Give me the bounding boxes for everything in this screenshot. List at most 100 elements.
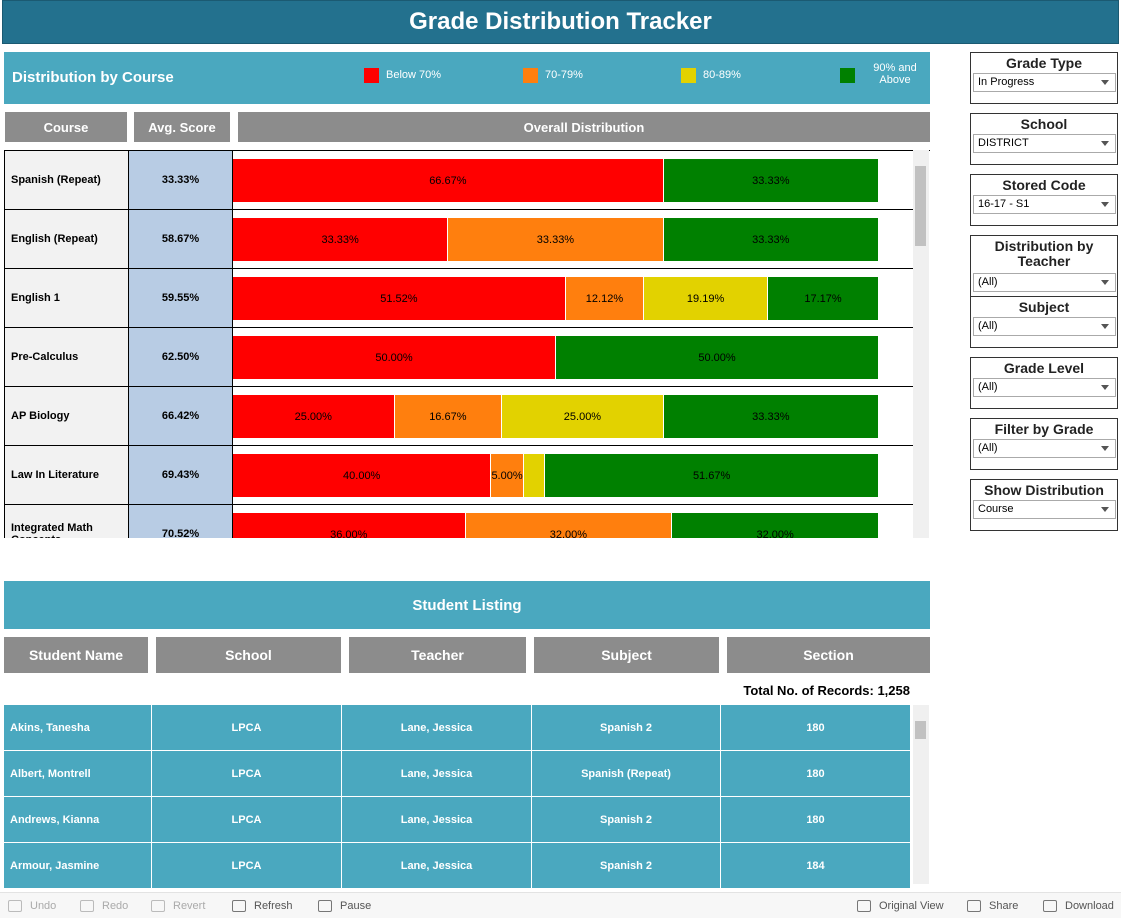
table-cell[interactable]: 184 xyxy=(721,843,911,889)
bar-segment[interactable]: 16.67% xyxy=(394,395,503,438)
bar-label: 33.33% xyxy=(321,233,359,246)
table-cell[interactable]: Armour, Jasmine xyxy=(4,843,152,889)
scrollbar xyxy=(913,150,929,538)
bar-segment[interactable]: 36.00% xyxy=(233,513,466,538)
column-header: Subject xyxy=(534,637,719,673)
toolbar-label: Original View xyxy=(879,900,944,912)
table-cell[interactable]: 180 xyxy=(721,797,911,843)
avg-score-cell: 70.52% xyxy=(129,505,233,538)
bar-segment[interactable]: 19.19% xyxy=(644,277,769,320)
bar-segment[interactable]: 17.17% xyxy=(768,277,879,320)
bar-segment[interactable]: 51.67% xyxy=(545,454,879,497)
toolbar-button[interactable]: Refresh xyxy=(232,897,293,915)
table-cell[interactable]: Andrews, Kianna xyxy=(4,797,152,843)
table-cell[interactable]: Spanish 2 xyxy=(532,705,721,751)
row-line xyxy=(233,327,913,328)
bar-label: 17.17% xyxy=(804,292,842,305)
toolbar-icon xyxy=(8,900,22,912)
bar-segment[interactable]: 40.00% xyxy=(233,454,492,497)
legend-label: 80-89% xyxy=(703,69,741,81)
table-cell[interactable]: Spanish 2 xyxy=(532,843,721,889)
toolbar-button[interactable]: Download xyxy=(1043,897,1114,915)
bar-segment[interactable]: 25.00% xyxy=(233,395,395,438)
table-cell[interactable]: Lane, Jessica xyxy=(342,751,532,797)
toolbar: Undo Redo Revert Refresh Pause Original View S… xyxy=(0,892,1121,918)
distribution-header: Distribution by Course xyxy=(4,52,930,104)
dropdown-arrow xyxy=(1101,141,1109,146)
toolbar-button[interactable]: Original View xyxy=(857,897,944,915)
dropdown-arrow xyxy=(1101,80,1109,85)
dropdown[interactable]: Course xyxy=(973,500,1116,519)
table-cell[interactable]: LPCA xyxy=(152,843,342,889)
scroll-thumb[interactable] xyxy=(915,166,926,246)
scroll-thumb[interactable] xyxy=(915,721,926,739)
dropdown-arrow xyxy=(1101,507,1109,512)
toolbar-button[interactable]: Pause xyxy=(318,897,371,915)
toolbar-label: Share xyxy=(989,900,1019,912)
bar-segment[interactable]: 66.67% xyxy=(233,159,664,202)
filter-label: Grade Level xyxy=(1003,360,1085,376)
table-cell[interactable]: LPCA xyxy=(152,751,342,797)
bar-segment[interactable]: 25.00% xyxy=(502,395,664,438)
bar-segment[interactable]: 33.33% xyxy=(448,218,664,261)
table-cell[interactable]: Lane, Jessica xyxy=(342,797,532,843)
table-cell[interactable]: Albert, Montrell xyxy=(4,751,152,797)
filter-label: Stored Code xyxy=(1002,177,1086,193)
bar-segment[interactable]: 33.33% xyxy=(663,218,879,261)
table-cell[interactable]: Lane, Jessica xyxy=(342,843,532,889)
filter-label: Grade Type xyxy=(1006,55,1082,71)
legend-swatch xyxy=(364,68,379,83)
table-cell[interactable]: Spanish 2 xyxy=(532,797,721,843)
toolbar-button[interactable]: Redo xyxy=(80,897,128,915)
page-title: Grade Distribution Tracker xyxy=(409,8,712,35)
legend-swatch xyxy=(681,68,696,83)
bar-label: 51.67% xyxy=(692,469,731,482)
legend-label: 90% and Above xyxy=(873,62,917,86)
bar-segment[interactable]: 50.00% xyxy=(556,336,879,379)
bar-label: 33.33% xyxy=(752,410,790,423)
bar-segment[interactable]: 5.00% xyxy=(491,454,524,497)
section-title: Student Listing xyxy=(412,596,522,614)
toolbar-label: Redo xyxy=(102,900,129,912)
dropdown-arrow xyxy=(1101,202,1109,207)
bar-label: 32.00% xyxy=(756,528,794,539)
filter-box: Grade Type In Progress xyxy=(970,52,1118,104)
bar-segment[interactable]: 51.52% xyxy=(233,277,566,320)
dropdown[interactable]: (All) xyxy=(973,378,1116,397)
bar-segment[interactable]: 50.00% xyxy=(233,336,556,379)
bar-segment[interactable]: 33.33% xyxy=(663,395,879,438)
filter-box: Subject (All) xyxy=(970,296,1118,348)
table-cell[interactable]: 180 xyxy=(721,751,911,797)
table-cell[interactable]: LPCA xyxy=(152,705,342,751)
table-cell[interactable]: Spanish (Repeat) xyxy=(532,751,721,797)
table-cell[interactable]: 180 xyxy=(721,705,911,751)
table-cell[interactable]: LPCA xyxy=(152,797,342,843)
dropdown[interactable]: 16-17 - S1 xyxy=(973,195,1116,214)
table-cell[interactable]: Akins, Tanesha xyxy=(4,705,152,751)
bar-label: 19.19% xyxy=(686,292,725,305)
filter-box: Grade Level (All) xyxy=(970,357,1118,409)
dropdown[interactable]: DISTRICT xyxy=(973,134,1116,153)
legend-swatch xyxy=(523,68,538,83)
bar-segment[interactable] xyxy=(523,454,546,497)
table-cell[interactable]: Lane, Jessica xyxy=(342,705,532,751)
dropdown[interactable]: (All) xyxy=(973,273,1116,292)
toolbar-icon xyxy=(80,900,94,912)
toolbar-label: Refresh xyxy=(254,900,293,912)
students-header: Student Listing xyxy=(4,581,930,629)
column-header: School xyxy=(156,637,341,673)
dropdown[interactable]: (All) xyxy=(973,439,1116,458)
toolbar-button[interactable]: Share xyxy=(967,897,1018,915)
dropdown[interactable]: (All) xyxy=(973,317,1116,336)
dropdown[interactable]: In Progress xyxy=(973,73,1116,92)
toolbar-button[interactable]: Undo xyxy=(8,897,56,915)
bar-segment[interactable]: 33.33% xyxy=(663,159,879,202)
bar-segment[interactable]: 12.12% xyxy=(565,277,645,320)
bar-segment[interactable]: 33.33% xyxy=(233,218,449,261)
course-cell: Integrated Math Concepts xyxy=(4,505,129,538)
dropdown-arrow xyxy=(1101,324,1109,329)
toolbar-label: Pause xyxy=(340,900,372,912)
toolbar-button[interactable]: Revert xyxy=(151,897,205,915)
bar-segment[interactable]: 32.00% xyxy=(465,513,673,538)
bar-segment[interactable]: 32.00% xyxy=(672,513,879,538)
